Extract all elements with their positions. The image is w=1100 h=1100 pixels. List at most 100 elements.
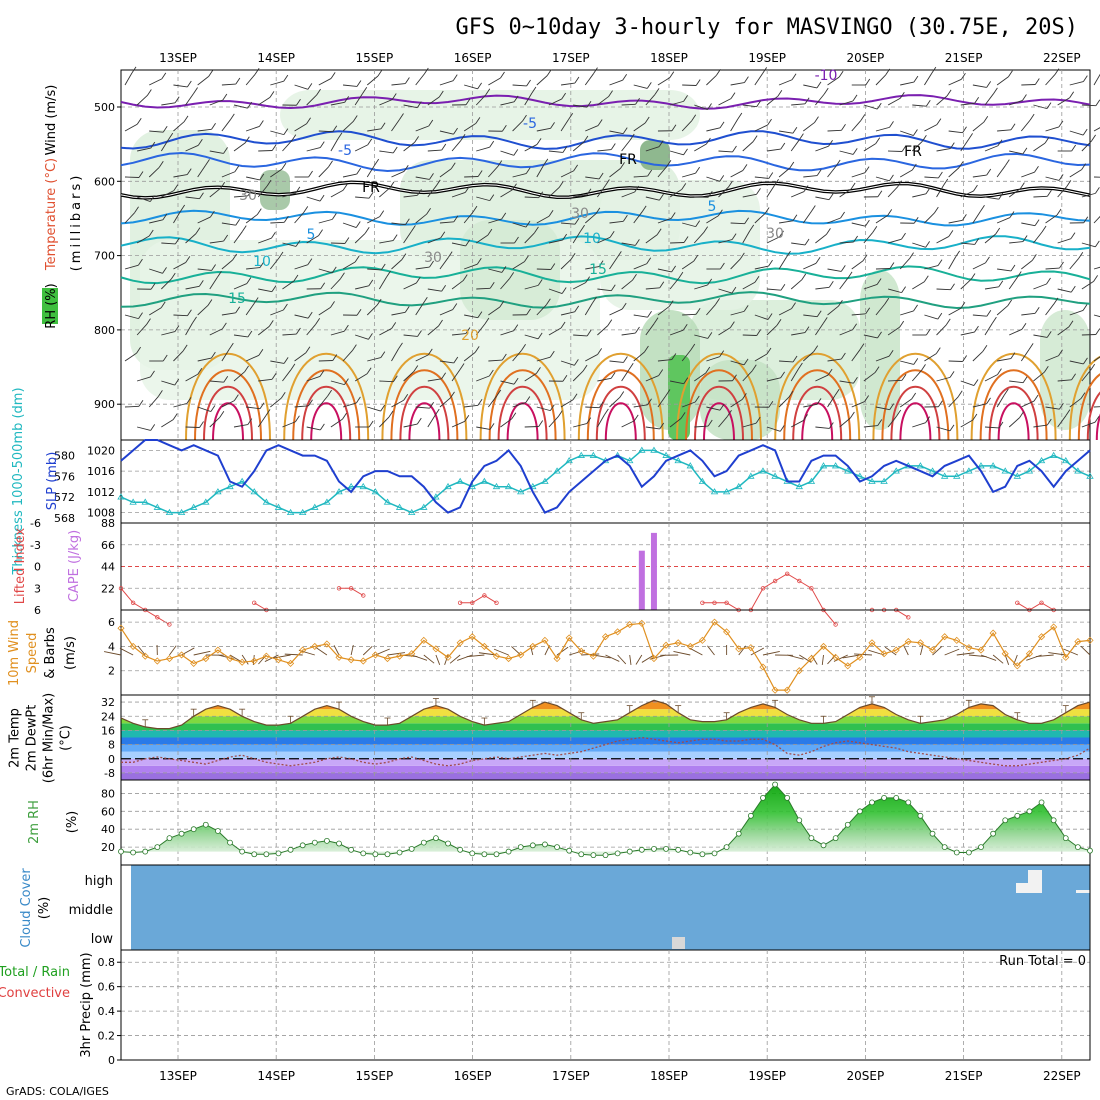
wind-barb xyxy=(839,241,854,244)
wind-barb xyxy=(136,324,147,336)
wind-barb-flag xyxy=(399,113,404,120)
wind-barb-flag xyxy=(197,139,203,146)
wind-10m-barb xyxy=(1063,648,1079,656)
wind-barb-flag xyxy=(379,210,385,217)
wind-10m-barb xyxy=(169,645,177,656)
wind-speed-point xyxy=(153,657,161,665)
wind-barb-flag xyxy=(586,329,592,337)
wind-10m-barb xyxy=(617,654,627,665)
thickness-point xyxy=(262,498,271,505)
wind-barb xyxy=(815,286,830,290)
wind-barb-flag xyxy=(899,91,905,99)
wind-barb-flag xyxy=(474,346,480,353)
wind-barb-flag xyxy=(828,422,834,429)
wind-barb-flag xyxy=(538,420,544,427)
rh-point xyxy=(166,835,173,842)
wind-barb xyxy=(839,277,849,290)
wind-barb-flag xyxy=(792,355,798,363)
wind-barb-flag xyxy=(352,115,358,122)
wind-barb-flag xyxy=(911,163,917,171)
wind-barb xyxy=(124,123,138,132)
wind-barb-flag xyxy=(422,297,428,304)
wind-barb xyxy=(912,242,926,248)
wind-barb xyxy=(209,99,224,106)
wind-barb xyxy=(221,348,230,362)
wind-speed-point xyxy=(674,639,682,647)
wind-barb xyxy=(270,80,284,86)
wind-barb-flag xyxy=(450,391,455,399)
surface-warm-isotherm xyxy=(1077,373,1100,441)
wind-barb xyxy=(342,121,354,132)
bottom-date-label: 20SEP xyxy=(847,1069,885,1083)
wind-barb xyxy=(282,140,293,152)
wind-barb-flag xyxy=(616,251,622,258)
wind-speed-line xyxy=(120,621,1091,691)
wind-speed-point xyxy=(432,645,440,653)
wind-barb xyxy=(1069,310,1084,316)
wind-barb xyxy=(512,120,523,132)
surface-warm-isotherm xyxy=(801,402,834,441)
wind-barb-flag xyxy=(258,120,264,127)
wind-10m-barb xyxy=(493,648,509,656)
thickness-point xyxy=(650,446,658,453)
wind-barb xyxy=(160,138,170,152)
wind-barb-flag xyxy=(386,270,391,278)
wind-barb xyxy=(887,415,898,428)
wind-speed-point xyxy=(311,642,319,650)
wind-barb-flag xyxy=(452,74,458,81)
wind-barb xyxy=(367,216,380,224)
wind-barb xyxy=(815,323,824,336)
surface-warm-isotherm xyxy=(979,369,1048,441)
wind-speed-point xyxy=(856,653,864,661)
wind-barb xyxy=(318,166,329,178)
wind-barb-flag xyxy=(545,298,551,306)
thickness-point xyxy=(407,508,416,516)
wind-barb xyxy=(803,175,818,178)
li-tick-label: 3 xyxy=(34,582,41,595)
wind-10m-barb xyxy=(641,654,655,663)
wind-barb-flag xyxy=(337,132,343,140)
thickness-point xyxy=(771,472,779,479)
wind-barb xyxy=(185,373,199,382)
wind-barb xyxy=(1008,277,1018,290)
lifted-index-point xyxy=(833,622,838,627)
wind-barb xyxy=(960,139,969,152)
wind-barb xyxy=(778,167,791,178)
wind-barb-flag xyxy=(852,94,858,102)
isotherm-minus-10 xyxy=(120,130,1091,150)
wind-barb xyxy=(233,283,248,290)
wind-barb-flag xyxy=(779,425,785,432)
temp-band xyxy=(121,758,1090,766)
wind-barb xyxy=(754,314,769,320)
wind-barb-flag xyxy=(259,402,265,409)
rh-point xyxy=(445,840,451,847)
wind-barb xyxy=(185,233,197,244)
wind-barb-flag xyxy=(950,283,955,290)
wind-barb xyxy=(924,314,938,320)
wind-barb xyxy=(863,372,876,382)
thickness-point xyxy=(1013,472,1022,479)
wind-barb xyxy=(875,126,890,132)
wind-barb-flag xyxy=(548,209,554,217)
wind-barb-flag xyxy=(368,420,374,428)
slp-line xyxy=(120,439,1091,514)
wind-barb-flag xyxy=(426,207,431,215)
wind-barb xyxy=(681,349,692,362)
wind-barb-flag xyxy=(534,226,539,234)
wind-barb-flag xyxy=(865,219,870,227)
surface-warm-isotherm xyxy=(1086,391,1100,441)
thickness-point xyxy=(722,488,731,495)
wind-barb-flag xyxy=(368,279,374,287)
wind-barb-flag xyxy=(943,178,949,186)
wind-speed-point xyxy=(129,642,137,650)
wind-barb-flag xyxy=(635,326,640,334)
wind-10m-barb xyxy=(673,650,691,656)
wind-barb-flag xyxy=(138,258,143,266)
surface-warm-isotherm xyxy=(604,402,637,441)
thickness-point xyxy=(250,488,258,495)
wind-barb xyxy=(427,378,442,382)
wind-barb-flag xyxy=(605,179,610,186)
thickness-point xyxy=(444,482,452,490)
thickness-point xyxy=(953,472,961,479)
wind-barb xyxy=(900,310,914,316)
